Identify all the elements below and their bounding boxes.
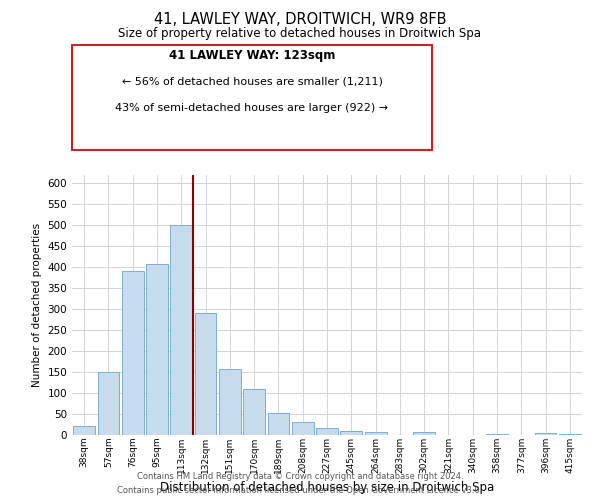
Bar	[122, 272, 143, 435]
Bar	[97, 372, 119, 435]
Bar	[316, 428, 338, 435]
Bar	[292, 422, 314, 435]
Bar	[268, 413, 289, 435]
Text: 41 LAWLEY WAY: 123sqm: 41 LAWLEY WAY: 123sqm	[169, 49, 335, 62]
Bar	[413, 432, 435, 435]
Bar	[194, 314, 217, 435]
Bar	[365, 432, 386, 435]
Text: Contains public sector information licensed under the Open Government Licence v3: Contains public sector information licen…	[118, 486, 482, 495]
Bar	[340, 431, 362, 435]
Bar	[219, 368, 241, 435]
Text: 43% of semi-detached houses are larger (922) →: 43% of semi-detached houses are larger (…	[115, 102, 389, 113]
Y-axis label: Number of detached properties: Number of detached properties	[32, 223, 42, 387]
Bar	[73, 426, 95, 435]
Bar	[146, 264, 168, 435]
Text: Size of property relative to detached houses in Droitwich Spa: Size of property relative to detached ho…	[119, 28, 482, 40]
Bar	[170, 226, 192, 435]
Bar	[243, 389, 265, 435]
Bar	[535, 433, 556, 435]
Text: 41, LAWLEY WAY, DROITWICH, WR9 8FB: 41, LAWLEY WAY, DROITWICH, WR9 8FB	[154, 12, 446, 28]
Bar	[486, 434, 508, 435]
X-axis label: Distribution of detached houses by size in Droitwich Spa: Distribution of detached houses by size …	[160, 481, 494, 494]
Bar	[559, 434, 581, 435]
Text: ← 56% of detached houses are smaller (1,211): ← 56% of detached houses are smaller (1,…	[122, 76, 382, 86]
Text: Contains HM Land Registry data © Crown copyright and database right 2024.: Contains HM Land Registry data © Crown c…	[137, 472, 463, 481]
